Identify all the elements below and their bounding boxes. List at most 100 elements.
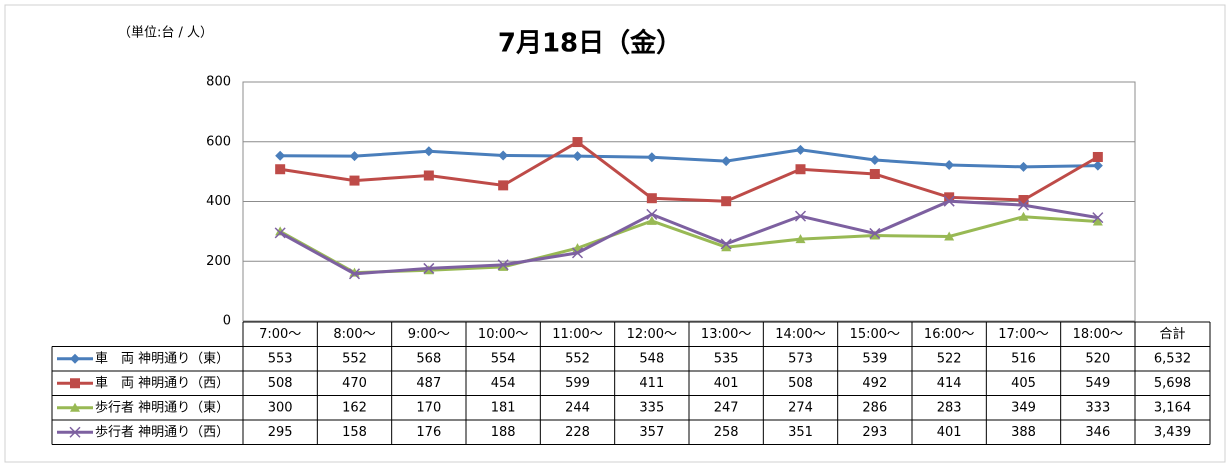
- table-value: 357: [639, 425, 664, 440]
- table-value: 228: [565, 425, 590, 440]
- data-point: [869, 227, 881, 239]
- legend-marker: [70, 402, 80, 412]
- table-total: 6,532: [1154, 351, 1191, 366]
- x-tick-label: 10:00～: [478, 327, 528, 342]
- total-header: 合計: [1159, 326, 1185, 342]
- table-value: 247: [714, 400, 739, 415]
- data-point: [1017, 199, 1030, 211]
- legend-marker: [70, 353, 80, 364]
- data-point: [1018, 211, 1029, 221]
- data-point: [794, 210, 807, 222]
- table-total: 5,698: [1154, 376, 1191, 391]
- table-value: 286: [862, 400, 887, 415]
- table-total: 3,439: [1154, 425, 1191, 440]
- y-tick-label: 800: [206, 75, 231, 90]
- data-point: [1092, 216, 1103, 226]
- table-value: 283: [937, 400, 962, 415]
- data-point: [498, 261, 509, 271]
- data-point: [571, 247, 584, 259]
- data-point: [646, 208, 658, 220]
- data-point: [795, 164, 806, 175]
- table-value: 492: [862, 376, 887, 391]
- data-point: [944, 192, 955, 203]
- data-point: [943, 195, 955, 207]
- data-point: [721, 196, 732, 207]
- table-value: 535: [714, 351, 739, 366]
- table-value: 258: [714, 425, 739, 440]
- table-value: 401: [937, 425, 962, 440]
- data-point: [869, 169, 880, 180]
- data-point: [423, 146, 434, 157]
- table-value: 181: [491, 400, 516, 415]
- y-tick-label: 400: [206, 194, 231, 209]
- table-value: 274: [788, 400, 813, 415]
- table-value: 335: [639, 400, 664, 415]
- table-value: 552: [565, 351, 590, 366]
- y-tick-label: 600: [206, 134, 231, 149]
- data-point: [423, 170, 434, 181]
- plot-border: [242, 81, 1136, 322]
- y-tick-label: 200: [206, 254, 231, 269]
- table-value: 176: [416, 425, 441, 440]
- table-value: 295: [268, 425, 293, 440]
- table-value: 158: [342, 425, 367, 440]
- legend-label: 車 両 神明通り（西）: [95, 376, 229, 391]
- series-line: [279, 199, 1099, 276]
- chart-title: 7月18日（金）: [498, 28, 682, 59]
- data-point: [423, 262, 435, 274]
- x-tick-label: 14:00～: [775, 327, 825, 342]
- table-value: 411: [639, 376, 664, 391]
- legend-marker: [69, 426, 81, 438]
- data-point: [944, 160, 955, 171]
- legend-label: 車 両 神明通り（東）: [95, 350, 229, 366]
- table-value: 454: [491, 376, 516, 391]
- data-point: [348, 268, 361, 280]
- data-point: [869, 230, 880, 240]
- data-point: [349, 175, 360, 186]
- data-point: [646, 152, 657, 163]
- table-value: 573: [788, 351, 813, 366]
- table-value: 539: [862, 351, 887, 366]
- table-value: 162: [342, 400, 367, 415]
- table-value: 548: [639, 351, 664, 366]
- x-tick-label: 11:00～: [552, 327, 602, 342]
- table-value: 188: [491, 425, 516, 440]
- data-point: [721, 242, 732, 252]
- table-value: 520: [1085, 351, 1110, 366]
- x-tick-label: 18:00～: [1073, 327, 1123, 342]
- data-point: [646, 215, 657, 225]
- table-value: 549: [1085, 376, 1110, 391]
- table-value: 516: [1011, 351, 1036, 366]
- data-point: [1092, 212, 1104, 224]
- legend-marker: [70, 378, 80, 389]
- table-value: 388: [1011, 425, 1036, 440]
- legend-label: 歩行者 神明通り（西）: [95, 425, 229, 440]
- data-point: [721, 156, 732, 167]
- table-value: 552: [342, 351, 367, 366]
- x-tick-label: 8:00～: [333, 327, 375, 342]
- table-value: 568: [416, 351, 441, 366]
- table-value: 508: [268, 376, 293, 391]
- data-point: [1018, 195, 1029, 206]
- data-point: [275, 150, 286, 161]
- table-value: 554: [491, 351, 516, 366]
- table-value: 170: [416, 400, 441, 415]
- table-value: 244: [565, 400, 590, 415]
- data-point: [497, 259, 509, 271]
- y-tick-label: 0: [223, 314, 231, 329]
- table-value: 414: [937, 376, 962, 391]
- table-value: 346: [1085, 425, 1110, 440]
- data-point: [795, 234, 806, 244]
- table-value: 487: [416, 376, 441, 391]
- x-tick-label: 13:00～: [701, 327, 751, 342]
- series-line: [280, 148, 1098, 169]
- data-point: [944, 231, 955, 241]
- legend-label: 歩行者 神明通り（東）: [95, 399, 229, 415]
- table-value: 293: [862, 425, 887, 440]
- table-total: 3,164: [1154, 400, 1191, 415]
- data-point: [720, 238, 732, 250]
- data-point: [1018, 161, 1029, 172]
- x-tick-label: 17:00～: [998, 327, 1048, 342]
- x-tick-label: 12:00～: [627, 327, 677, 342]
